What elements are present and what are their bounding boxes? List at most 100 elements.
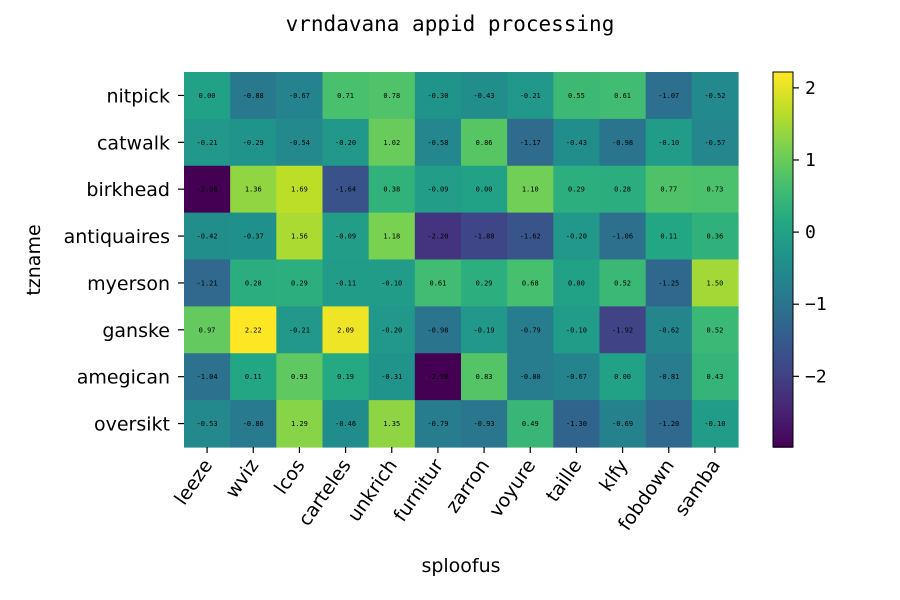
colorbar-segment xyxy=(773,407,793,411)
heatmap-cell xyxy=(230,259,277,307)
colorbar-segment xyxy=(773,254,793,258)
cell-value-label: 0.77 xyxy=(660,186,677,194)
heatmap-cell xyxy=(368,353,416,401)
heatmap-cell xyxy=(230,353,277,401)
heatmap-cell xyxy=(645,212,693,261)
y-tick-labels: nitpick catwalk birkhead antiquaires myerson… xyxy=(64,85,184,436)
heatmap-cell xyxy=(599,306,647,354)
colorbar-segment xyxy=(773,184,793,188)
cell-value-label: -0.46 xyxy=(335,420,356,428)
heatmap-cell xyxy=(461,353,508,401)
cell-value-label: 0.78 xyxy=(383,92,400,100)
colorbar-segment xyxy=(773,209,793,213)
colorbar-segment xyxy=(773,309,793,313)
heatmap-cell xyxy=(322,353,370,401)
cell-value-label: 2.22 xyxy=(245,326,262,334)
colorbar-segment xyxy=(773,364,793,368)
heatmap-cell xyxy=(507,400,554,448)
colorbar-segment xyxy=(773,327,793,331)
colorbar-segment xyxy=(773,87,793,91)
heatmap-cell xyxy=(553,306,601,354)
heatmap-cell xyxy=(184,259,231,307)
colorbar-segment xyxy=(773,367,793,371)
cell-value-label: -0.31 xyxy=(381,373,402,381)
heatmap-cell xyxy=(276,259,324,307)
heatmap-cell xyxy=(276,212,324,261)
colorbar-segment xyxy=(773,214,793,218)
heatmap-cell xyxy=(461,400,508,448)
colorbar-segment xyxy=(773,444,793,448)
cell-value-label: -0.62 xyxy=(658,326,679,334)
cell-value-label: -0.43 xyxy=(474,92,495,100)
colorbar-segment xyxy=(773,352,793,356)
cell-value-label: 0.28 xyxy=(614,186,631,194)
cell-value-label: -1.20 xyxy=(658,420,679,428)
cell-value-label: -0.10 xyxy=(381,279,402,287)
heatmap-cell xyxy=(599,400,647,448)
cell-value-label: -0.09 xyxy=(427,186,448,194)
cell-value-label: -0.30 xyxy=(427,92,448,100)
cell-value-label: -0.21 xyxy=(197,139,218,147)
colorbar-segment xyxy=(773,319,793,323)
colorbar-segment xyxy=(773,357,793,361)
colorbar-segment xyxy=(773,222,793,226)
cell-value-label: -0.10 xyxy=(566,326,587,334)
cell-value-label: -0.21 xyxy=(289,326,310,334)
cell-value-label: 1.50 xyxy=(706,279,723,287)
colorbar-segment xyxy=(773,432,793,436)
colorbar-segment xyxy=(773,239,793,243)
colorbar-segment xyxy=(773,194,793,198)
heatmap-cell xyxy=(507,165,554,214)
heatmap-cell xyxy=(599,72,647,120)
colorbar-segment xyxy=(773,414,793,418)
colorbar-segment xyxy=(773,119,793,123)
heatmap-cell xyxy=(184,353,231,401)
cell-value-label: -0.52 xyxy=(704,92,725,100)
colorbar-segment xyxy=(773,422,793,426)
colorbar-segment xyxy=(773,102,793,106)
colorbar-segment xyxy=(773,429,793,433)
colorbar-segment xyxy=(773,287,793,291)
colorbar-segment xyxy=(773,404,793,408)
colorbar-segment xyxy=(773,272,793,276)
colorbar-segment xyxy=(773,114,793,118)
cell-value-label: -1.21 xyxy=(197,279,218,287)
heatmap-cell xyxy=(414,72,462,120)
colorbar-frame xyxy=(772,71,794,448)
colorbar-segment xyxy=(773,269,793,273)
heatmap-cell xyxy=(691,259,739,307)
cell-value-label: -0.67 xyxy=(566,373,587,381)
heatmap-cell xyxy=(553,259,601,307)
heatmap-cell xyxy=(322,118,370,167)
cell-value-label: 0.38 xyxy=(383,186,400,194)
y-tick-label: ganske xyxy=(102,320,170,342)
colorbar-segment xyxy=(773,197,793,201)
heatmap-cell xyxy=(184,400,231,448)
colorbar-segment xyxy=(773,339,793,343)
heatmap-cells: 0.00 -0.88 -0.67 0.71 0.78 -0.30 -0.43 -0.21 0.5… xyxy=(184,72,739,448)
colorbar-segment xyxy=(773,292,793,296)
colorbar-segment xyxy=(773,177,793,181)
cell-value-label: -0.79 xyxy=(520,326,541,334)
colorbar-segment xyxy=(773,189,793,193)
y-tick-label: birkhead xyxy=(86,179,170,201)
heatmap-cell xyxy=(461,306,508,354)
cell-value-label: 0.86 xyxy=(476,139,493,147)
heatmap-cell xyxy=(414,259,462,307)
colorbar-segment xyxy=(773,252,793,256)
chart-title: vrndavana appid processing xyxy=(286,12,615,36)
x-tick-label: taille xyxy=(542,455,587,506)
cell-value-label: -0.98 xyxy=(612,139,633,147)
cell-value-label: -1.06 xyxy=(612,233,633,241)
heatmap-cell xyxy=(553,72,601,120)
colorbar-segment xyxy=(773,274,793,278)
x-tick-label: wviz xyxy=(221,455,263,502)
colorbar-segment xyxy=(773,139,793,143)
colorbar-segment xyxy=(773,77,793,81)
cell-value-label: 0.28 xyxy=(245,279,262,287)
heatmap-cell xyxy=(230,400,277,448)
colorbar-segment xyxy=(773,289,793,293)
heatmap-cell xyxy=(414,212,462,261)
heatmap-cell xyxy=(414,400,462,448)
heatmap-cell xyxy=(599,353,647,401)
